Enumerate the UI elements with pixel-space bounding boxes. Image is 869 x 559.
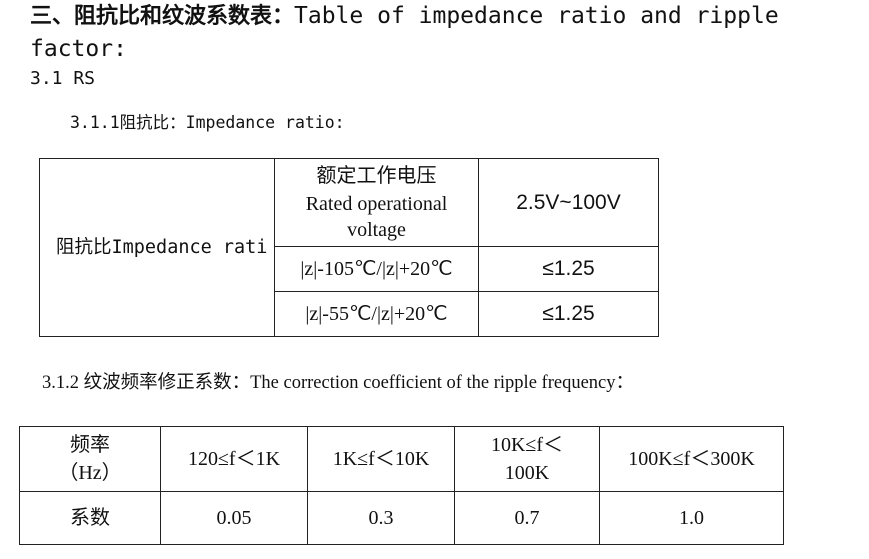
coefficient-value-cell: 0.3 bbox=[307, 491, 455, 545]
ratio-value-cell: ≤1.25 bbox=[478, 291, 659, 337]
frequency-range-cell: 1K≤f＜10K bbox=[307, 426, 455, 492]
voltage-label-cn: 额定工作电压 bbox=[316, 165, 437, 187]
condition-cell: |z|-55℃/|z|+20℃ bbox=[274, 291, 479, 337]
voltage-header-cell: 额定工作电压 Rated operational voltage bbox=[274, 158, 479, 247]
impedance-row-label: 阻抗比Impedance rati bbox=[39, 158, 275, 337]
frequency-label: 频率（Hz） bbox=[58, 434, 122, 484]
voltage-label-en: Rated operational voltage bbox=[305, 193, 448, 241]
condition-cell: |z|-105℃/|z|+20℃ bbox=[274, 246, 479, 292]
subsection-title: 3.1 RS bbox=[30, 68, 96, 89]
voltage-value: 2.5V~100V bbox=[478, 158, 659, 247]
coefficient-value-cell: 0.7 bbox=[454, 491, 600, 545]
heading-title: Table of impedance ratio and ripple fact… bbox=[30, 3, 779, 62]
frequency-header-cell: 频率（Hz） bbox=[19, 426, 161, 492]
ratio-value-cell: ≤1.25 bbox=[478, 246, 659, 292]
frequency-range-cell: 100K≤f＜300K bbox=[599, 426, 784, 492]
coefficient-value-cell: 0.05 bbox=[160, 491, 308, 545]
frequency-range-cell: 10K≤f＜100K bbox=[454, 426, 600, 492]
section-heading: 三、阻抗比和纹波系数表：Table of impedance ratio and… bbox=[30, 0, 866, 66]
frequency-range-cell: 120≤f＜1K bbox=[160, 426, 308, 492]
impedance-ratio-title: 3.1.1阻抗比：Impedance ratio: bbox=[70, 113, 345, 132]
heading-prefix: 三、阻抗比和纹波系数表： bbox=[30, 4, 295, 29]
coefficient-value-cell: 1.0 bbox=[599, 491, 784, 545]
coefficient-label-cell: 系数 bbox=[19, 491, 161, 545]
ripple-coefficient-table: 频率（Hz） 120≤f＜1K 1K≤f＜10K 10K≤f＜100K 100K… bbox=[19, 426, 784, 545]
ripple-coefficient-title: 3.1.2 纹波频率修正系数：The correction coefficien… bbox=[42, 373, 634, 393]
frequency-range-label: 10K≤f＜100K bbox=[490, 434, 564, 484]
impedance-ratio-table: 阻抗比Impedance rati 额定工作电压 Rated operation… bbox=[39, 158, 659, 337]
